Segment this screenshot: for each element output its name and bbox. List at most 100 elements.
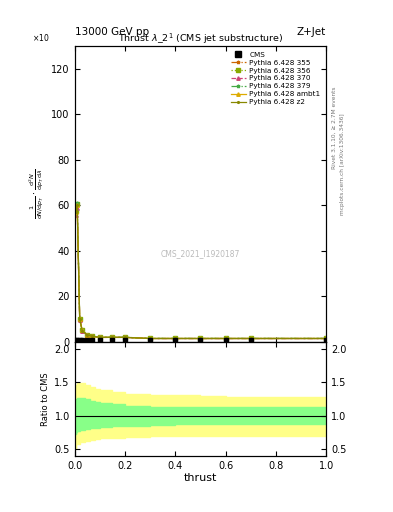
- Legend: CMS, Pythia 6.428 355, Pythia 6.428 356, Pythia 6.428 370, Pythia 6.428 379, Pyt: CMS, Pythia 6.428 355, Pythia 6.428 356,…: [228, 50, 323, 107]
- Pythia 6.428 355: [123, 334, 127, 340]
- Pythia 6.428 ambt1: [77, 316, 82, 322]
- X-axis label: thrust: thrust: [184, 473, 217, 483]
- Pythia 6.428 379: [223, 335, 228, 342]
- Line: Pythia 6.428 379: Pythia 6.428 379: [74, 201, 328, 340]
- CMS: [248, 337, 253, 343]
- Pythia 6.428 356: [90, 333, 95, 339]
- CMS: [324, 337, 329, 343]
- Pythia 6.428 356: [148, 335, 152, 342]
- Pythia 6.428 370: [248, 335, 253, 342]
- Pythia 6.428 370: [80, 328, 84, 334]
- Line: Pythia 6.428 370: Pythia 6.428 370: [74, 206, 328, 340]
- Pythia 6.428 356: [85, 332, 90, 338]
- Pythia 6.428 355: [85, 332, 90, 338]
- Pythia 6.428 z2: [324, 335, 329, 342]
- Pythia 6.428 379: [123, 334, 127, 340]
- Pythia 6.428 ambt1: [75, 202, 79, 208]
- Pythia 6.428 ambt1: [80, 327, 84, 333]
- Pythia 6.428 ambt1: [97, 334, 102, 340]
- Pythia 6.428 379: [77, 315, 82, 322]
- Title: Thrust $\lambda$_2$^1$ (CMS jet substructure): Thrust $\lambda$_2$^1$ (CMS jet substruc…: [118, 31, 283, 46]
- Pythia 6.428 370: [173, 335, 178, 342]
- Pythia 6.428 370: [75, 205, 79, 211]
- Pythia 6.428 z2: [73, 209, 78, 215]
- CMS: [198, 337, 203, 343]
- Pythia 6.428 355: [223, 335, 228, 342]
- CMS: [90, 337, 95, 343]
- Line: CMS: CMS: [73, 337, 329, 343]
- Pythia 6.428 355: [73, 210, 78, 217]
- Pythia 6.428 z2: [148, 335, 152, 342]
- CMS: [148, 337, 152, 343]
- CMS: [85, 337, 90, 343]
- Pythia 6.428 ambt1: [110, 334, 115, 340]
- Pythia 6.428 379: [148, 335, 152, 342]
- Pythia 6.428 379: [198, 335, 203, 342]
- Pythia 6.428 379: [173, 335, 178, 342]
- Text: Z+Jet: Z+Jet: [297, 27, 326, 37]
- Line: Pythia 6.428 ambt1: Pythia 6.428 ambt1: [74, 203, 328, 340]
- Pythia 6.428 355: [77, 316, 82, 323]
- Pythia 6.428 ambt1: [148, 335, 152, 342]
- Pythia 6.428 ambt1: [85, 332, 90, 338]
- Pythia 6.428 356: [198, 335, 203, 342]
- Pythia 6.428 356: [80, 327, 84, 333]
- Text: Rivet 3.1.10, ≥ 2.7M events: Rivet 3.1.10, ≥ 2.7M events: [332, 87, 337, 169]
- CMS: [73, 337, 78, 343]
- Pythia 6.428 356: [97, 334, 102, 340]
- CMS: [173, 337, 178, 343]
- Pythia 6.428 z2: [77, 316, 82, 322]
- CMS: [97, 337, 102, 343]
- Pythia 6.428 356: [123, 334, 127, 340]
- Pythia 6.428 370: [110, 334, 115, 340]
- Pythia 6.428 ambt1: [90, 333, 95, 339]
- Pythia 6.428 370: [97, 334, 102, 340]
- Pythia 6.428 355: [198, 335, 203, 342]
- Pythia 6.428 379: [80, 327, 84, 333]
- CMS: [123, 337, 127, 343]
- Pythia 6.428 370: [223, 335, 228, 342]
- Pythia 6.428 ambt1: [123, 334, 127, 340]
- CMS: [110, 337, 115, 343]
- Pythia 6.428 355: [148, 335, 152, 342]
- Pythia 6.428 z2: [198, 335, 203, 342]
- Pythia 6.428 370: [324, 335, 329, 342]
- Pythia 6.428 ambt1: [73, 208, 78, 215]
- Pythia 6.428 355: [324, 335, 329, 342]
- Pythia 6.428 z2: [80, 328, 84, 334]
- Pythia 6.428 ambt1: [198, 335, 203, 342]
- Pythia 6.428 379: [324, 335, 329, 342]
- Pythia 6.428 z2: [248, 335, 253, 342]
- Line: Pythia 6.428 356: Pythia 6.428 356: [74, 202, 328, 340]
- Pythia 6.428 356: [73, 208, 78, 214]
- Pythia 6.428 370: [123, 334, 127, 340]
- Pythia 6.428 355: [90, 333, 95, 339]
- Text: mcplots.cern.ch [arXiv:1306.3436]: mcplots.cern.ch [arXiv:1306.3436]: [340, 113, 345, 215]
- Pythia 6.428 ambt1: [324, 335, 329, 342]
- Pythia 6.428 370: [148, 335, 152, 342]
- Pythia 6.428 379: [73, 206, 78, 212]
- Pythia 6.428 z2: [85, 332, 90, 338]
- Pythia 6.428 z2: [110, 334, 115, 340]
- Pythia 6.428 356: [248, 335, 253, 342]
- Pythia 6.428 ambt1: [173, 335, 178, 342]
- CMS: [223, 337, 228, 343]
- Pythia 6.428 356: [77, 316, 82, 322]
- Pythia 6.428 356: [75, 201, 79, 207]
- CMS: [77, 337, 82, 343]
- Y-axis label: $\frac{1}{\mathrm{d}N/\mathrm{d}p_T}\cdot\frac{\mathrm{d}^2N}{\mathrm{d}p_T\,\ma: $\frac{1}{\mathrm{d}N/\mathrm{d}p_T}\cdo…: [28, 168, 46, 220]
- Line: Pythia 6.428 355: Pythia 6.428 355: [74, 205, 328, 340]
- Pythia 6.428 z2: [123, 334, 127, 340]
- Pythia 6.428 z2: [173, 335, 178, 342]
- Pythia 6.428 355: [173, 335, 178, 342]
- Text: $\times10$: $\times10$: [32, 32, 50, 43]
- Pythia 6.428 z2: [97, 334, 102, 340]
- Pythia 6.428 379: [97, 334, 102, 340]
- Pythia 6.428 355: [110, 334, 115, 340]
- Pythia 6.428 z2: [75, 202, 79, 208]
- Pythia 6.428 356: [173, 335, 178, 342]
- Pythia 6.428 370: [90, 333, 95, 339]
- CMS: [75, 337, 79, 343]
- Pythia 6.428 355: [248, 335, 253, 342]
- Pythia 6.428 379: [110, 334, 115, 340]
